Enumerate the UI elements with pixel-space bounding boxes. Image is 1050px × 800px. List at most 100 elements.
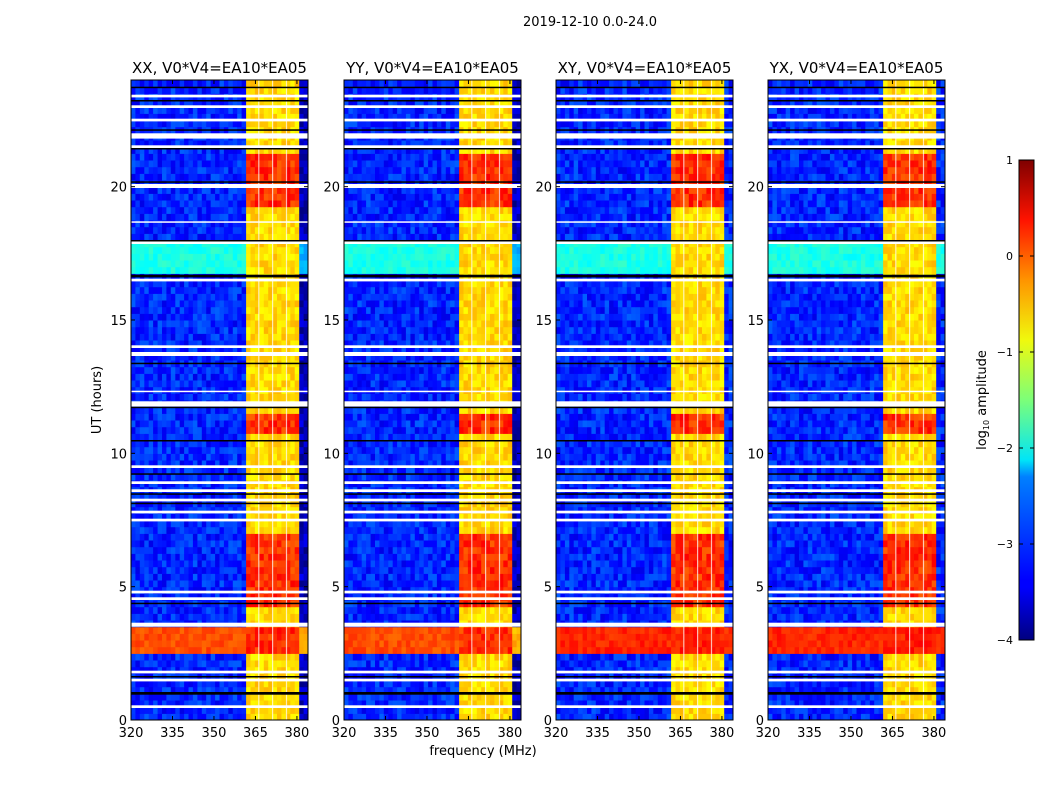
- heatmap-cell: [436, 653, 442, 661]
- heatmap-cell: [175, 646, 181, 654]
- heatmap-cell: [131, 300, 136, 308]
- heatmap-cell: [215, 613, 220, 621]
- heatmap-cell: [206, 453, 212, 461]
- heatmap-cell: [131, 280, 136, 288]
- heatmap-cell: [197, 520, 203, 528]
- heatmap-cell: [232, 626, 238, 634]
- heatmap-cell: [139, 200, 145, 208]
- heatmap-cell: [148, 366, 154, 374]
- heatmap-cell: [494, 646, 500, 654]
- heatmap-cell: [272, 646, 278, 654]
- heatmap-cell: [441, 626, 447, 634]
- heatmap-cell: [157, 233, 163, 241]
- heatmap-cell: [223, 366, 229, 374]
- heatmap-cell: [290, 293, 296, 301]
- heatmap-cell: [237, 300, 243, 308]
- heatmap-cell: [512, 700, 518, 708]
- heatmap-cell: [148, 513, 154, 521]
- heatmap-cell: [281, 426, 287, 434]
- heatmap-cell: [259, 413, 265, 421]
- heatmap-cell: [294, 706, 300, 714]
- heatmap-cell: [179, 440, 185, 448]
- heatmap-cell: [237, 166, 243, 174]
- heatmap-cell: [259, 706, 265, 714]
- heatmap-cell: [303, 533, 309, 541]
- heatmap-cell: [179, 686, 185, 694]
- heatmap-cell: [263, 153, 269, 161]
- heatmap-cell: [192, 506, 198, 514]
- heatmap-cell: [162, 206, 167, 214]
- heatmap-cell: [188, 506, 194, 514]
- heatmap-cell: [290, 180, 296, 188]
- heatmap-cell: [210, 540, 216, 548]
- heatmap-cell: [254, 493, 260, 501]
- heatmap-cell: [375, 693, 380, 701]
- heatmap-cell: [144, 206, 150, 214]
- heatmap-cell: [294, 320, 300, 328]
- heatmap-cell: [188, 560, 194, 568]
- heatmap-cell: [175, 320, 181, 328]
- heatmap-cell: [246, 553, 251, 561]
- heatmap-cell: [223, 613, 229, 621]
- heatmap-cell: [414, 540, 420, 548]
- heatmap-cell: [210, 260, 216, 268]
- heatmap-cell: [131, 706, 136, 714]
- heatmap-cell: [241, 366, 247, 374]
- heatmap-cell: [148, 100, 154, 108]
- heatmap-cell: [197, 646, 203, 654]
- heatmap-cell: [303, 180, 309, 188]
- heatmap-cell: [254, 700, 260, 708]
- heatmap-cell: [215, 86, 220, 94]
- heatmap-cell: [277, 560, 282, 568]
- heatmap-cell: [285, 660, 291, 668]
- heatmap-cell: [259, 473, 265, 481]
- heatmap-cell: [201, 340, 207, 348]
- heatmap-cell: [215, 260, 220, 268]
- heatmap-cell: [401, 553, 407, 561]
- heatmap-cell: [228, 593, 234, 601]
- heatmap-cell: [277, 493, 282, 501]
- heatmap-cell: [175, 293, 181, 301]
- heatmap-cell: [157, 520, 163, 528]
- heatmap-cell: [272, 686, 278, 694]
- heatmap-cell: [232, 526, 238, 534]
- heatmap-cell: [197, 413, 203, 421]
- heatmap-cell: [268, 166, 274, 174]
- heatmap-cell: [192, 226, 198, 234]
- heatmap-cell: [241, 706, 247, 714]
- heatmap-cell: [494, 606, 500, 614]
- heatmap-cell: [215, 226, 220, 234]
- heatmap-cell: [215, 380, 220, 388]
- heatmap-cell: [357, 586, 363, 594]
- heatmap-cell: [144, 593, 150, 601]
- panel-title: XX, V0*V4=EA10*EA05: [132, 59, 307, 77]
- heatmap-cell: [436, 700, 442, 708]
- heatmap-cell: [436, 640, 442, 648]
- heatmap-cell: [303, 520, 309, 528]
- heatmap-cell: [192, 180, 198, 188]
- heatmap-cell: [232, 440, 238, 448]
- heatmap-cell: [423, 606, 429, 614]
- heatmap-cell: [197, 586, 203, 594]
- heatmap-cell: [294, 313, 300, 321]
- heatmap-cell: [450, 633, 456, 641]
- heatmap-cell: [206, 493, 212, 501]
- heatmap-cell: [503, 626, 509, 634]
- heatmap-cell: [139, 653, 145, 661]
- heatmap-cell: [512, 593, 518, 601]
- heatmap-cell: [383, 613, 389, 621]
- heatmap-cell: [294, 146, 300, 154]
- heatmap-cell: [303, 666, 309, 674]
- heatmap-cell: [281, 686, 287, 694]
- heatmap-cell: [294, 153, 300, 161]
- heatmap-cell: [144, 300, 150, 308]
- heatmap-cell: [148, 433, 154, 441]
- heatmap-cell: [290, 226, 296, 234]
- heatmap-cell: [272, 233, 278, 241]
- heatmap-cell: [250, 386, 256, 394]
- heatmap-cell: [272, 140, 278, 148]
- heatmap-cell: [507, 626, 513, 634]
- heatmap-cell: [201, 706, 207, 714]
- heatmap-cell: [268, 286, 274, 294]
- heatmap-cell: [263, 166, 269, 174]
